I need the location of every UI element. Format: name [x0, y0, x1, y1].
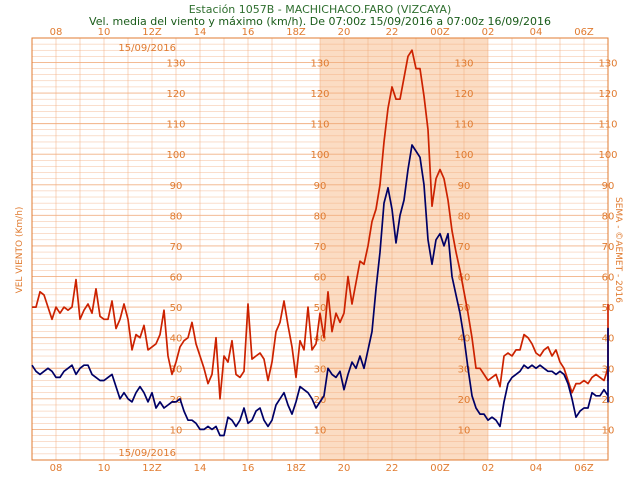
x-tick-label-top: 12Z [142, 27, 162, 38]
y-tick-label: 70 [602, 242, 615, 253]
y-tick-label: 40 [170, 334, 183, 345]
y-tick-label: 20 [170, 395, 183, 406]
y-tick-label: 20 [458, 395, 471, 406]
date-label-bottom: 15/09/2016 [118, 448, 176, 459]
date-label-top: 15/09/2016 [118, 43, 176, 54]
credit-label: SEMA - ©AEMET - 2016 [613, 197, 623, 303]
chart-subtitle: Vel. media del viento y máximo (km/h). D… [89, 15, 551, 28]
series-line-max [32, 49, 609, 400]
y-tick-label: 60 [314, 273, 327, 284]
y-tick-label: 110 [310, 120, 329, 131]
y-tick-label: 130 [598, 58, 617, 69]
y-tick-label: 50 [170, 303, 183, 314]
y-tick-label: 80 [314, 211, 327, 222]
y-tick-label: 90 [458, 181, 471, 192]
y-tick-label: 10 [602, 425, 615, 436]
x-tick-label-bottom: 10 [98, 463, 111, 474]
y-tick-label: 30 [458, 364, 471, 375]
y-tick-label: 80 [170, 211, 183, 222]
y-tick-label: 100 [166, 150, 185, 161]
x-tick-label-top: 22 [386, 27, 399, 38]
plot-frame [31, 37, 609, 461]
y-tick-label: 130 [454, 58, 473, 69]
night-shade-layer [320, 38, 488, 460]
y-tick-label: 120 [598, 89, 617, 100]
chart-title: Estación 1057B - MACHICHACO.FARO (VIZCAY… [189, 3, 452, 16]
grid-layer [32, 38, 608, 460]
x-tick-label-bottom: 06Z [574, 463, 594, 474]
y-tick-label: 50 [314, 303, 327, 314]
x-tick-label-top: 20 [338, 27, 351, 38]
x-ticks-top: 08 10 12Z 14 16 18Z 20 22 00Z 02 04 06Z [50, 27, 594, 38]
y-tick-label: 100 [454, 150, 473, 161]
y-tick-label: 60 [170, 273, 183, 284]
y-tick-label: 40 [314, 334, 327, 345]
y-tick-label: 70 [458, 242, 471, 253]
y-tick-label: 60 [458, 273, 471, 284]
y-tick-label: 90 [170, 181, 183, 192]
x-ticks-bottom: 08 10 12Z 14 16 18Z 20 22 00Z 02 04 06Z [50, 463, 594, 474]
y-tick-label: 80 [458, 211, 471, 222]
y-tick-label: 10 [458, 425, 471, 436]
x-tick-label-bottom: 02 [482, 463, 495, 474]
x-tick-label-bottom: 00Z [430, 463, 450, 474]
y-tick-label: 110 [454, 120, 473, 131]
x-tick-label-top: 18Z [286, 27, 306, 38]
x-tick-label-top: 14 [194, 27, 207, 38]
x-tick-label-top: 02 [482, 27, 495, 38]
y-tick-label: 50 [458, 303, 471, 314]
x-tick-label-bottom: 14 [194, 463, 207, 474]
y-tick-label: 110 [598, 120, 617, 131]
y-tick-label: 60 [602, 273, 615, 284]
series-line-mean [31, 144, 609, 437]
y-tick-label: 100 [310, 150, 329, 161]
y-tick-label: 20 [314, 395, 327, 406]
y-tick-label: 120 [454, 89, 473, 100]
x-tick-label-bottom: 22 [386, 463, 399, 474]
x-tick-label-bottom: 12Z [142, 463, 162, 474]
series-layer [31, 49, 609, 437]
x-tick-label-top: 00Z [430, 27, 450, 38]
x-tick-label-top: 06Z [574, 27, 594, 38]
x-tick-label-bottom: 20 [338, 463, 351, 474]
x-tick-label-top: 04 [530, 27, 543, 38]
y-tick-label: 10 [170, 425, 183, 436]
y-tick-label: 10 [314, 425, 327, 436]
x-tick-label-bottom: 16 [242, 463, 255, 474]
y-tick-label: 30 [314, 364, 327, 375]
y-tick-label: 100 [598, 150, 617, 161]
x-tick-label-top: 16 [242, 27, 255, 38]
y-tick-label: 130 [166, 58, 185, 69]
y-tick-label: 110 [166, 120, 185, 131]
night-shade [320, 38, 488, 460]
y-tick-label: 90 [314, 181, 327, 192]
y-tick-label: 70 [314, 242, 327, 253]
y-tick-label: 70 [170, 242, 183, 253]
x-tick-label-top: 08 [50, 27, 63, 38]
x-tick-label-top: 10 [98, 27, 111, 38]
y-axis-label: VEL VIENTO (Km/h) [15, 207, 25, 294]
x-tick-label-bottom: 18Z [286, 463, 306, 474]
x-tick-label-bottom: 08 [50, 463, 63, 474]
y-tick-label: 80 [602, 211, 615, 222]
x-tick-label-bottom: 04 [530, 463, 543, 474]
y-tick-label: 90 [602, 181, 615, 192]
y-tick-label: 120 [310, 89, 329, 100]
y-tick-label: 130 [310, 58, 329, 69]
y-tick-label: 120 [166, 89, 185, 100]
y-tick-label: 30 [170, 364, 183, 375]
